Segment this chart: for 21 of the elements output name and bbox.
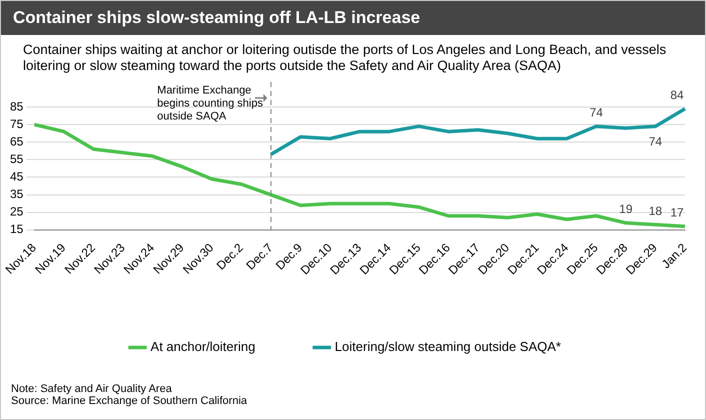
y-tick-label: 45 [10,170,24,184]
data-label: 74 [648,134,662,149]
legend-label: Loitering/slow steaming outside SAQA* [334,339,561,354]
text: Note: Safety and Air Quality Area [11,383,172,395]
y-tick-label: 75 [10,116,24,131]
y-tick-label: 85 [10,99,24,114]
y-tick-label: 25 [10,204,24,219]
y-tick-label: 65 [10,134,24,148]
legend-label: At anchor/loitering [150,339,256,354]
chart-title: Container ships slow-steaming off LA-LB increase [1,1,705,35]
data-label: 17 [670,206,684,220]
y-tick-label: 55 [10,152,24,166]
data-label: 19 [619,202,633,216]
chart-subtitle: Container ships waiting at anchor or loitering outisde the ports of Los Angeles and Long Beach, and vessels loitering or slow steaming toward the ports outside the Safety and Air Quality Area (SAQA) [22,41,668,74]
y-tick-label: 35 [10,187,24,202]
y-tick-label: 15 [10,222,24,236]
data-label: 84 [670,88,684,102]
data-label: 74 [590,106,604,120]
ref-line-label: Maritime Exchange begins counting ships outside SAQA [157,84,264,123]
data-label: 18 [648,204,662,218]
source-note: Source: Marine Exchange of Southern California [11,395,248,407]
